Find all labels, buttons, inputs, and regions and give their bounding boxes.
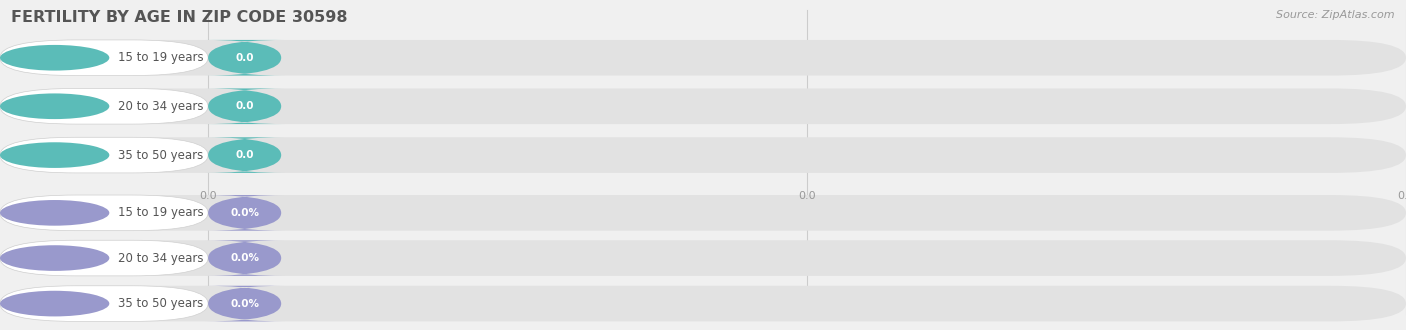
Text: 0.0: 0.0 bbox=[235, 101, 254, 111]
Text: FERTILITY BY AGE IN ZIP CODE 30598: FERTILITY BY AGE IN ZIP CODE 30598 bbox=[11, 10, 347, 25]
FancyBboxPatch shape bbox=[205, 240, 284, 276]
FancyBboxPatch shape bbox=[0, 40, 208, 76]
FancyBboxPatch shape bbox=[0, 88, 208, 124]
Circle shape bbox=[0, 245, 110, 271]
Text: 0.0: 0.0 bbox=[1398, 191, 1406, 201]
FancyBboxPatch shape bbox=[0, 286, 1406, 321]
Text: 0.0: 0.0 bbox=[799, 191, 815, 201]
Text: 35 to 50 years: 35 to 50 years bbox=[118, 297, 204, 310]
FancyBboxPatch shape bbox=[205, 195, 284, 231]
FancyBboxPatch shape bbox=[0, 286, 208, 321]
FancyBboxPatch shape bbox=[205, 88, 284, 124]
FancyBboxPatch shape bbox=[0, 195, 1406, 231]
FancyBboxPatch shape bbox=[0, 137, 208, 173]
Circle shape bbox=[0, 45, 110, 71]
FancyBboxPatch shape bbox=[0, 240, 208, 276]
FancyBboxPatch shape bbox=[205, 286, 284, 321]
Text: 20 to 34 years: 20 to 34 years bbox=[118, 251, 204, 265]
Text: 0.0%: 0.0% bbox=[231, 253, 259, 263]
Text: 15 to 19 years: 15 to 19 years bbox=[118, 51, 204, 64]
Text: 35 to 50 years: 35 to 50 years bbox=[118, 148, 204, 162]
FancyBboxPatch shape bbox=[205, 40, 284, 76]
FancyBboxPatch shape bbox=[0, 195, 208, 231]
Text: 0.0%: 0.0% bbox=[231, 299, 259, 309]
Text: 20 to 34 years: 20 to 34 years bbox=[118, 100, 204, 113]
Text: 0.0: 0.0 bbox=[200, 191, 217, 201]
Text: 0.0%: 0.0% bbox=[231, 208, 259, 218]
FancyBboxPatch shape bbox=[0, 137, 1406, 173]
Circle shape bbox=[0, 142, 110, 168]
Text: 15 to 19 years: 15 to 19 years bbox=[118, 206, 204, 219]
FancyBboxPatch shape bbox=[0, 40, 1406, 76]
Text: 0.0: 0.0 bbox=[235, 53, 254, 63]
Circle shape bbox=[0, 200, 110, 226]
FancyBboxPatch shape bbox=[205, 137, 284, 173]
FancyBboxPatch shape bbox=[0, 240, 1406, 276]
Text: 0.0: 0.0 bbox=[235, 150, 254, 160]
Circle shape bbox=[0, 291, 110, 316]
Circle shape bbox=[0, 93, 110, 119]
Text: Source: ZipAtlas.com: Source: ZipAtlas.com bbox=[1277, 10, 1395, 20]
FancyBboxPatch shape bbox=[0, 88, 1406, 124]
